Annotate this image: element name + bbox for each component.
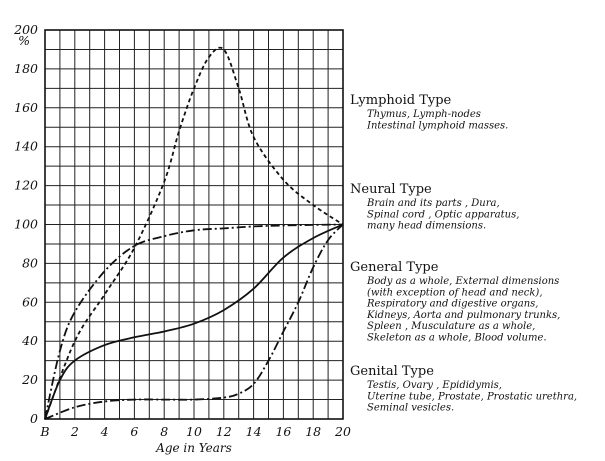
x-tick-label: 6 <box>130 424 138 439</box>
annotation-line: Kidneys, Aorta and pulmonary trunks, <box>366 310 560 321</box>
y-tick-label: 0 <box>30 411 38 426</box>
annotation-line: Intestinal lymphoid masses. <box>366 120 508 131</box>
annotation-line: many head dimensions. <box>367 221 486 232</box>
x-tick-label: 14 <box>246 424 262 439</box>
y-unit-label: % <box>18 33 30 48</box>
axes <box>44 29 344 420</box>
y-tick-labels: 0 20 40 60 80 100 120 140 160 180 200 <box>13 22 38 426</box>
y-tick-label: 160 <box>14 100 38 115</box>
y-tick-label: 140 <box>14 139 38 154</box>
annotation-line: Spinal cord , Optic apparatus, <box>367 209 519 220</box>
annotation-line: Testis, Ovary , Epididymis, <box>367 380 502 391</box>
y-tick-label: 40 <box>21 333 38 348</box>
annotation-line: Respiratory and digestive organs, <box>366 299 538 310</box>
annotation-line: Seminal vesicles. <box>367 403 454 414</box>
x-tick-label: 20 <box>334 424 351 439</box>
annotation-line: Spleen , Musculature as a whole, <box>367 321 535 332</box>
annotation-title: Lymphoid Type <box>350 93 452 108</box>
series-line-lymphoid-type <box>44 46 344 420</box>
y-tick-label: 80 <box>22 255 38 270</box>
annotation-title: General Type <box>350 260 439 275</box>
y-tick-label: 200 <box>13 22 38 37</box>
series-lines <box>44 46 344 420</box>
annotation-line: Uterine tube, Prostate, Prostatic urethr… <box>367 391 577 402</box>
x-tick-label: 12 <box>216 424 232 439</box>
y-tick-label: 60 <box>22 294 38 309</box>
annotation-title: Neural Type <box>350 182 432 197</box>
x-tick-label: 4 <box>100 424 109 439</box>
series-line-neural-type <box>44 223 344 420</box>
x-tick-label: 16 <box>275 424 291 439</box>
annotation-line: Body as a whole, External dimensions <box>366 276 559 287</box>
annotation-line: Skeleton as a whole, Blood volume. <box>367 333 547 344</box>
annotation-title: Genital Type <box>350 364 434 379</box>
x-tick-labels: B 2 4 6 8 10 12 14 16 18 20 <box>39 424 351 439</box>
plot-frame <box>44 29 344 420</box>
y-tick-label: 120 <box>14 178 38 193</box>
y-tick-label: 20 <box>21 372 38 387</box>
x-tick-label: 8 <box>160 424 168 439</box>
series-line-genital-type <box>44 223 344 420</box>
y-tick-label: 100 <box>14 217 38 232</box>
x-tick-label: B <box>39 424 49 439</box>
x-tick-label: 2 <box>70 424 79 439</box>
x-tick-label: 18 <box>305 424 321 439</box>
annotation-line: Brain and its parts , Dura, <box>366 198 500 209</box>
x-tick-label: 10 <box>186 424 202 439</box>
y-tick-label: 180 <box>14 61 38 76</box>
x-axis-label: Age in Years <box>155 441 232 455</box>
annotation-line: (with exception of head and neck), <box>367 287 543 298</box>
annotation-line: Thymus, Lymph-nodes <box>367 109 481 120</box>
series-line-general-type <box>44 223 344 420</box>
